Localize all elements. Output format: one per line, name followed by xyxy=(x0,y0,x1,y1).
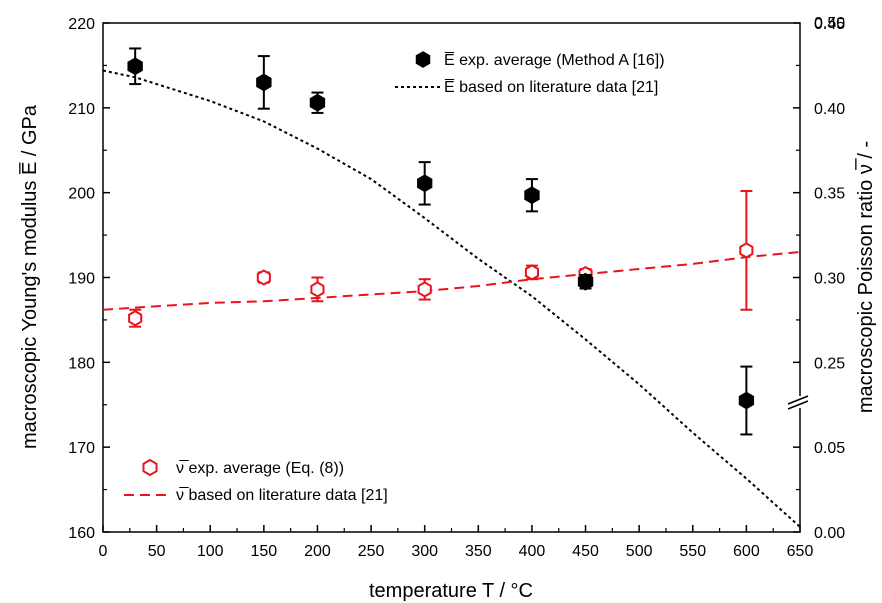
right-y-tick-label: 0.35 xyxy=(814,186,845,203)
right-y-tick-label: 0.50 xyxy=(814,15,845,32)
x-tick-label: 600 xyxy=(733,543,760,560)
nu-experimental-series xyxy=(128,189,754,328)
right-y-tick-label: 0.00 xyxy=(814,525,845,542)
x-tick-label: 250 xyxy=(358,543,385,560)
x-tick-label: 500 xyxy=(626,543,653,560)
legend-e-marker xyxy=(415,51,431,68)
legend-e-lit-label: E̅ based on literature data [21] xyxy=(444,78,658,96)
legend-e-exp-label: E̅ exp. average (Method A [16]) xyxy=(444,51,665,69)
right-y-axis: 0.00 0.05 0.25 0.30 0.35 0.40 0.450.50 xyxy=(793,15,845,542)
e-point xyxy=(738,391,755,410)
legend-top: E̅ exp. average (Method A [16]) E̅ based… xyxy=(395,51,665,96)
x-tick-label: 350 xyxy=(465,543,492,560)
x-tick-label: 550 xyxy=(679,543,706,560)
e-point xyxy=(524,186,540,205)
e-point xyxy=(417,174,433,193)
left-y-axis-title: macroscopic Young's modulus E̅ / GPa xyxy=(18,104,41,449)
left-y-tick-label: 170 xyxy=(68,440,95,457)
x-axis-title: temperature T / °C xyxy=(369,580,533,602)
right-axis-break xyxy=(787,395,810,410)
x-tick-label: 100 xyxy=(197,543,224,560)
left-y-tick-label: 200 xyxy=(68,186,95,203)
right-y-tick-label: 0.30 xyxy=(814,271,845,288)
legend-nu-marker xyxy=(142,458,158,477)
e-point xyxy=(309,93,326,112)
legend-bottom: ν̅ exp. average (Eq. (8)) ν̅ based on li… xyxy=(124,458,388,504)
e-point xyxy=(577,272,594,291)
legend-nu-exp-label: ν̅ exp. average (Eq. (8)) xyxy=(176,459,344,477)
right-y-axis-title: macroscopic Poisson ratio ν̅ / - xyxy=(854,141,877,413)
left-y-axis: 160 170 180 190 200 210 220 xyxy=(68,16,110,542)
legend-nu-lit-label: ν̅ based on literature data [21] xyxy=(176,486,388,504)
left-y-tick-label: 160 xyxy=(68,525,95,542)
right-y-tick-label: 0.45 xyxy=(814,16,845,33)
e-point xyxy=(256,73,272,92)
nu-point xyxy=(256,269,271,286)
x-axis: 0 50 100 150 200 250 300 350 400 450 500 550 600 650 xyxy=(99,525,814,560)
e-literature-curve xyxy=(103,69,800,528)
x-tick-label: 450 xyxy=(572,543,599,560)
x-tick-label: 200 xyxy=(304,543,331,560)
right-y-tick-label: 0.40 xyxy=(814,101,845,118)
x-tick-label: 300 xyxy=(411,543,438,560)
nu-literature-curve xyxy=(103,251,800,311)
e-experimental-series xyxy=(127,47,755,436)
right-y-tick-label: 0.05 xyxy=(814,440,845,457)
left-y-tick-label: 220 xyxy=(68,16,95,33)
x-tick-label: 150 xyxy=(250,543,277,560)
x-tick-label: 400 xyxy=(519,543,546,560)
nu-point xyxy=(128,310,143,327)
nu-point xyxy=(524,264,539,281)
e-point xyxy=(127,57,143,76)
x-tick-label: 0 xyxy=(99,543,108,560)
nu-point xyxy=(739,242,754,259)
x-tick-label: 650 xyxy=(787,543,814,560)
right-y-tick-label: 0.25 xyxy=(814,355,845,372)
x-tick-label: 50 xyxy=(148,543,166,560)
nu-point xyxy=(417,281,432,298)
left-y-tick-label: 210 xyxy=(68,101,95,118)
left-y-tick-label: 180 xyxy=(68,355,95,372)
left-y-tick-label: 190 xyxy=(68,271,95,288)
nu-point xyxy=(310,281,325,298)
